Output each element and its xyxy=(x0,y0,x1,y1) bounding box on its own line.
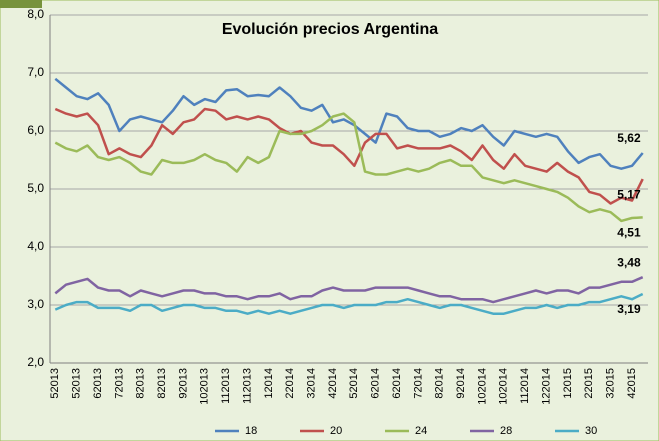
x-tick-label: 92014 xyxy=(455,368,467,399)
legend-label: 30 xyxy=(585,425,597,437)
x-tick-label: 72013 xyxy=(113,368,125,399)
x-tick-label: 52014 xyxy=(348,368,360,399)
data-label: 3,48 xyxy=(617,255,641,269)
y-tick-label: 5,0 xyxy=(27,181,44,195)
x-tick-label: 72014 xyxy=(412,368,424,399)
x-tick-label: 102014 xyxy=(476,368,488,405)
data-label: 5,62 xyxy=(617,131,641,145)
legend-label: 18 xyxy=(245,425,257,437)
x-tick-label: 82013 xyxy=(135,368,147,399)
y-tick-label: 7,0 xyxy=(27,65,44,79)
series-line xyxy=(54,112,643,223)
x-tick-label: 92013 xyxy=(177,368,189,399)
x-tick-label: 62014 xyxy=(391,368,403,399)
data-label: 3,19 xyxy=(617,302,641,316)
x-tick-label: 52013 xyxy=(49,368,61,399)
series-line xyxy=(54,77,644,170)
series-line xyxy=(54,276,644,304)
x-tick-label: 42015 xyxy=(626,368,638,399)
x-tick-label: 112013 xyxy=(241,368,253,404)
x-tick-label: 12014 xyxy=(263,368,275,399)
x-tick-label: 32015 xyxy=(605,368,617,399)
legend-label: 24 xyxy=(415,425,427,437)
x-tick-label: 102013 xyxy=(199,368,211,405)
x-tick-label: 62013 xyxy=(92,368,104,399)
x-tick-label: 122014 xyxy=(540,368,552,405)
legend-label: 20 xyxy=(330,425,342,437)
y-tick-label: 3,0 xyxy=(27,297,44,311)
x-tick-label: 52013 xyxy=(71,368,83,399)
x-tick-label: 22015 xyxy=(583,368,595,399)
x-tick-label: 112014 xyxy=(519,368,531,404)
series-line xyxy=(54,107,644,205)
corner-tab xyxy=(0,0,42,8)
y-tick-label: 8,0 xyxy=(27,7,44,21)
x-tick-label: 42014 xyxy=(327,368,339,399)
data-label: 4,51 xyxy=(617,226,641,240)
y-tick-label: 2,0 xyxy=(27,355,44,369)
x-tick-label: 32014 xyxy=(306,368,318,399)
data-label: 5,17 xyxy=(617,187,641,201)
legend-label: 28 xyxy=(500,425,512,437)
x-tick-label: 112013 xyxy=(220,368,232,404)
x-tick-label: 82013 xyxy=(156,368,168,399)
chart-title: Evolución precios Argentina xyxy=(222,21,438,38)
y-tick-label: 4,0 xyxy=(27,239,44,253)
x-tick-label: 102014 xyxy=(498,368,510,405)
x-tick-label: 62014 xyxy=(370,368,382,399)
x-tick-label: 12015 xyxy=(562,368,574,399)
x-tick-label: 22014 xyxy=(284,368,296,399)
x-tick-label: 82014 xyxy=(434,368,446,399)
series-line xyxy=(54,292,644,315)
y-tick-label: 6,0 xyxy=(27,123,44,137)
